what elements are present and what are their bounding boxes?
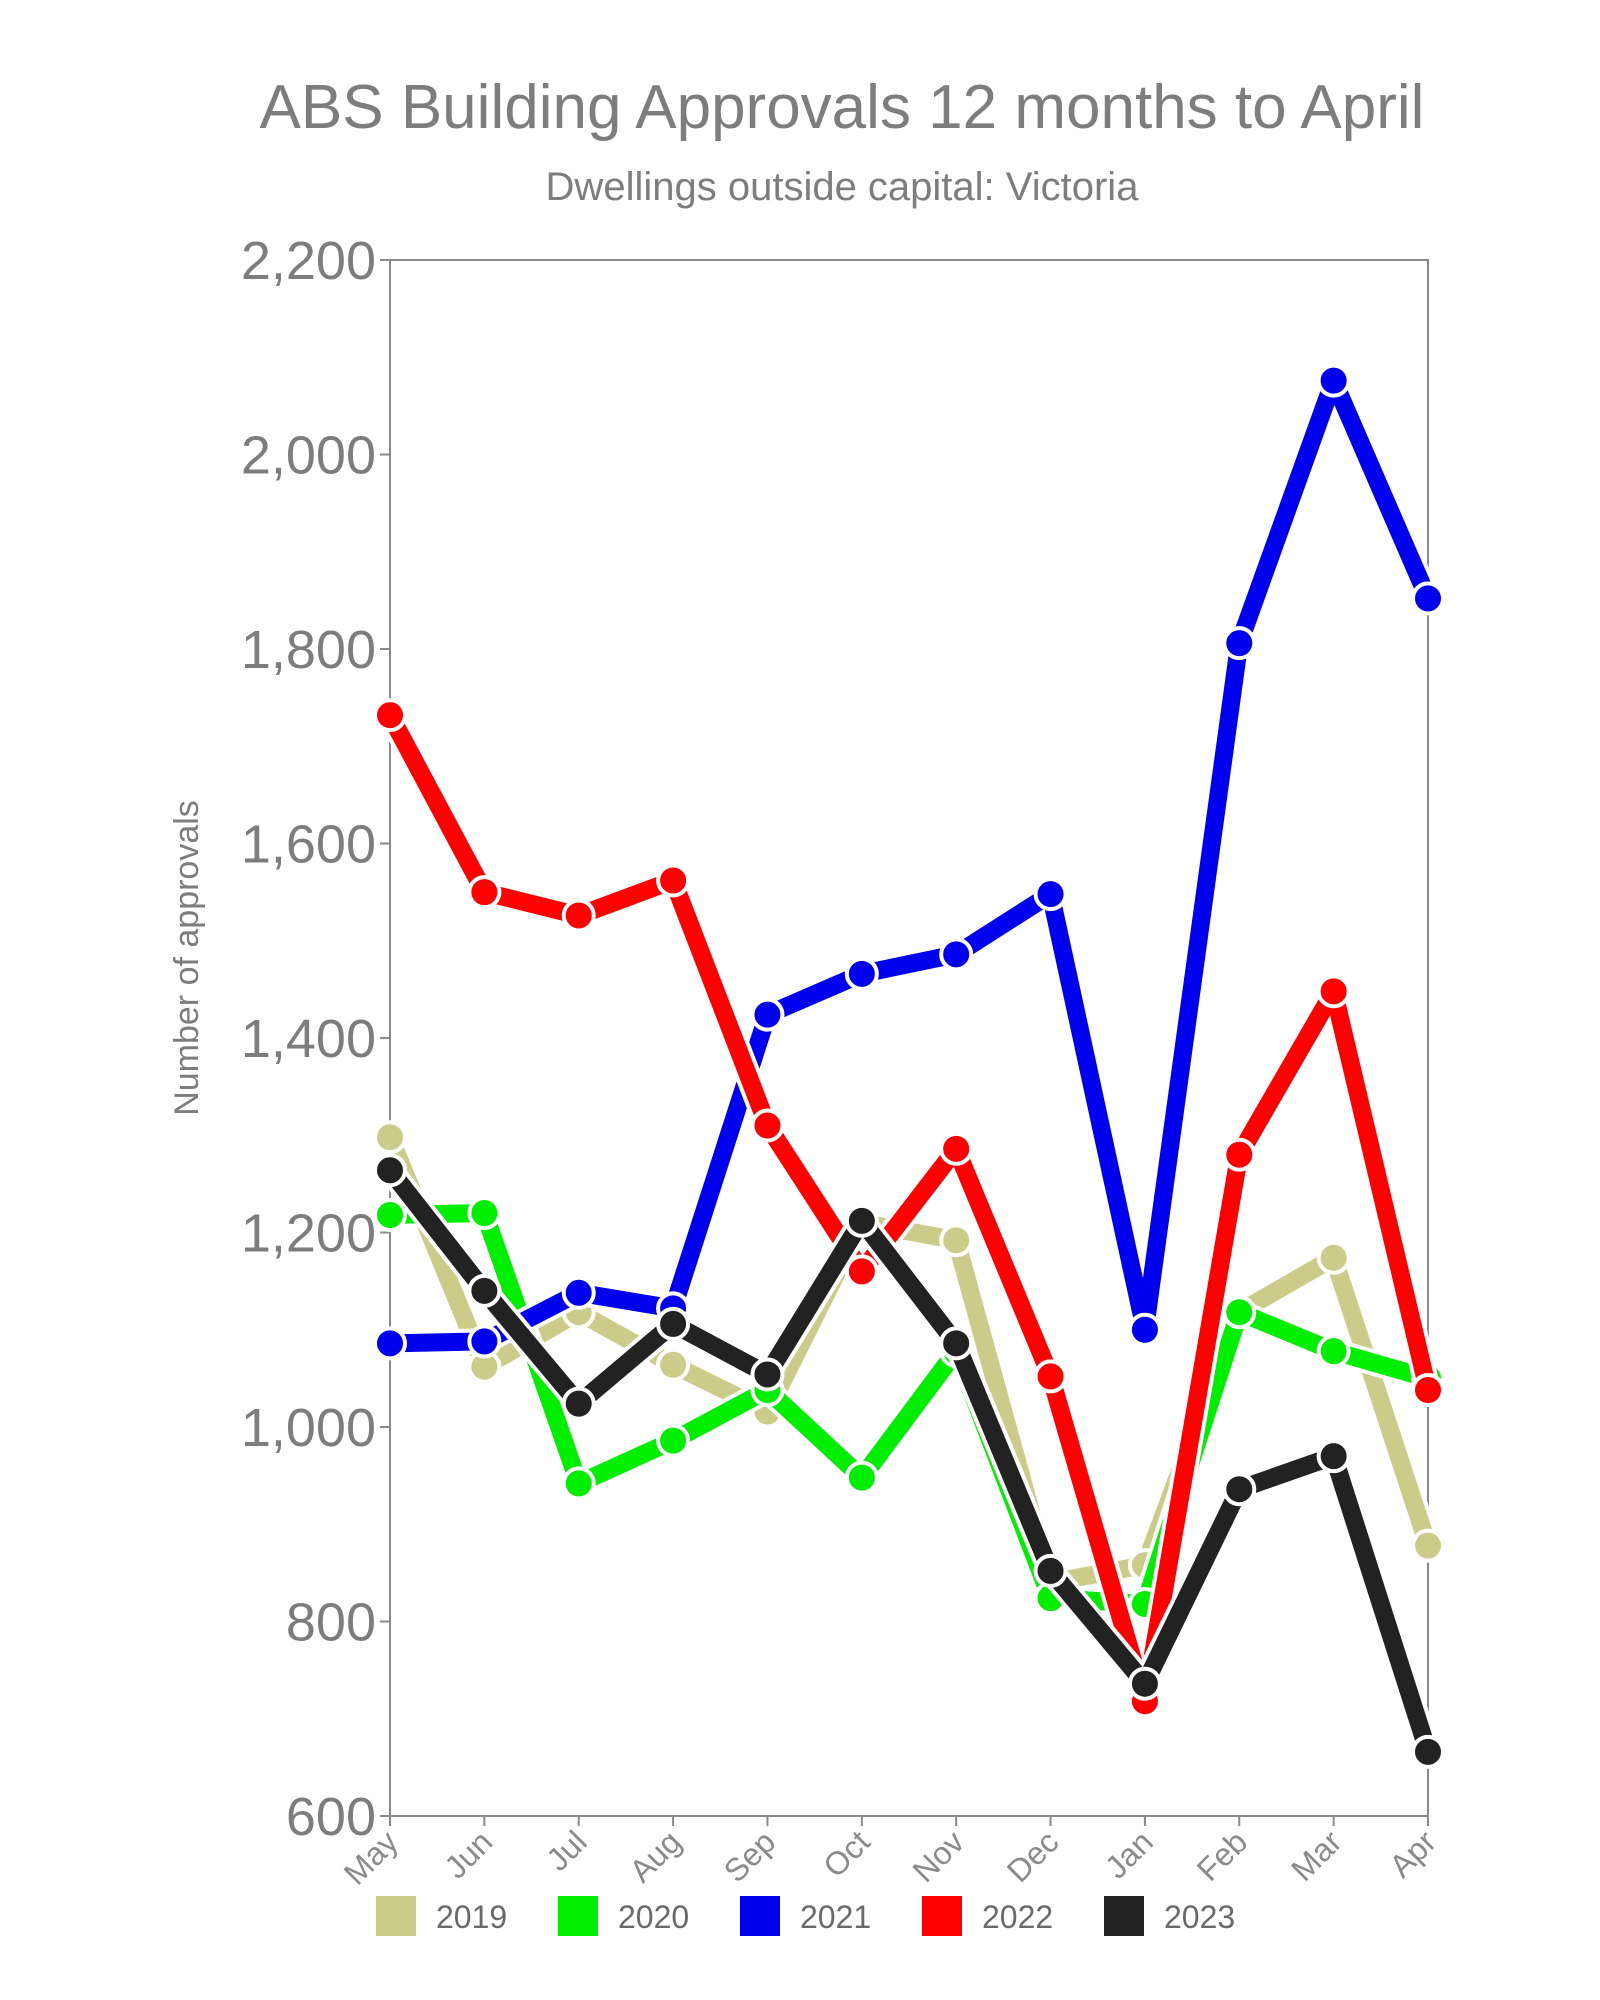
data-point — [1316, 1439, 1351, 1474]
y-tick-label: 1,000 — [241, 1398, 376, 1458]
x-tick-label: Oct — [816, 1823, 877, 1884]
data-point — [467, 1196, 502, 1231]
data-point — [939, 1326, 974, 1361]
x-tick-label: Jun — [437, 1823, 499, 1885]
data-point — [656, 1423, 691, 1458]
data-point — [1222, 1472, 1257, 1507]
legend-swatch — [740, 1896, 780, 1936]
y-tick-label: 1,400 — [241, 1009, 376, 1069]
data-point — [656, 1306, 691, 1341]
data-point — [373, 1120, 407, 1155]
x-tick-label: Apr — [1382, 1823, 1443, 1884]
data-point — [373, 698, 407, 733]
data-point — [1411, 1373, 1445, 1408]
series-line-outline — [377, 1157, 1441, 1765]
data-point — [1222, 1295, 1257, 1330]
y-axis-label: Number of approvals — [168, 800, 206, 1116]
data-point — [939, 937, 974, 972]
x-tick-label: Dec — [1000, 1823, 1066, 1889]
chart-title: ABS Building Approvals 12 months to Apri… — [260, 73, 1425, 142]
legend-label: 2023 — [1164, 1899, 1235, 1935]
legend-swatch — [376, 1896, 416, 1936]
data-point — [939, 1131, 974, 1166]
data-point — [1411, 581, 1445, 616]
x-tick-label: Mar — [1284, 1823, 1349, 1888]
y-tick-label: 2,000 — [241, 426, 376, 486]
x-tick-label: Aug — [622, 1823, 688, 1889]
data-point — [467, 875, 502, 910]
y-tick-label: 1,800 — [241, 620, 376, 680]
series-line — [381, 1161, 1437, 1761]
data-point — [1411, 1734, 1445, 1769]
x-tick-label: Feb — [1190, 1823, 1254, 1887]
data-point — [844, 1203, 879, 1238]
data-point — [561, 1466, 596, 1501]
y-tick-label: 800 — [286, 1593, 376, 1653]
series-line — [381, 1128, 1437, 1592]
legend-swatch — [558, 1896, 598, 1936]
data-point — [467, 1273, 502, 1308]
y-tick-label: 1,600 — [241, 815, 376, 875]
x-tick-label: Sep — [717, 1823, 783, 1889]
data-point — [656, 1347, 691, 1382]
data-point — [1316, 1334, 1351, 1369]
data-point — [1316, 1240, 1351, 1275]
series-2021 — [373, 363, 1445, 1361]
plot-area-frame — [389, 259, 1429, 1817]
series-line — [381, 706, 1437, 1711]
data-point — [1033, 1359, 1068, 1394]
data-point — [844, 956, 879, 991]
data-point — [373, 1197, 407, 1232]
series-2022 — [373, 698, 1445, 1719]
legend-label: 2019 — [436, 1899, 507, 1935]
data-point — [844, 1254, 879, 1289]
data-point — [750, 1357, 785, 1392]
legend-label: 2022 — [982, 1899, 1053, 1935]
data-point — [467, 1324, 502, 1359]
data-point — [1316, 974, 1351, 1009]
axes-layer: 600 800 1,000 1,200 1,400 1,600 1,800 2,000 2,20… — [241, 231, 1443, 1892]
y-tick-label: 2,200 — [241, 231, 376, 291]
series-2023 — [373, 1153, 1445, 1769]
data-point — [561, 898, 596, 933]
x-tick-label: Jan — [1098, 1823, 1160, 1885]
series-line — [381, 1204, 1437, 1613]
y-tick-label: 1,200 — [241, 1204, 376, 1264]
legend-label: 2021 — [800, 1899, 871, 1935]
data-point — [1127, 1666, 1162, 1701]
data-point — [844, 1460, 879, 1495]
legend-label: 2020 — [618, 1899, 689, 1935]
data-point — [656, 863, 691, 898]
legend: 2019 2020 2021 2022 2023 — [376, 1896, 1235, 1936]
series-line — [381, 371, 1437, 1353]
data-point — [1411, 1528, 1445, 1563]
chart-subtitle: Dwellings outside capital: Victoria — [546, 165, 1140, 209]
x-tick-label: Jul — [539, 1823, 593, 1877]
x-tick-label: Nov — [905, 1823, 971, 1889]
y-tick-label: 600 — [286, 1787, 376, 1847]
data-point — [373, 1326, 407, 1361]
data-point — [939, 1223, 974, 1258]
data-point — [1316, 363, 1351, 398]
legend-swatch — [1104, 1896, 1144, 1936]
data-point — [1033, 1553, 1068, 1588]
data-point — [1033, 877, 1068, 912]
data-point — [750, 997, 785, 1032]
data-point — [373, 1153, 407, 1188]
series-layer — [373, 363, 1445, 1769]
data-point — [1222, 1137, 1257, 1172]
data-point — [561, 1275, 596, 1310]
data-point — [1222, 626, 1257, 661]
legend-swatch — [922, 1896, 962, 1936]
data-point — [750, 1108, 785, 1143]
data-point — [561, 1386, 596, 1421]
data-point — [1127, 1312, 1162, 1347]
